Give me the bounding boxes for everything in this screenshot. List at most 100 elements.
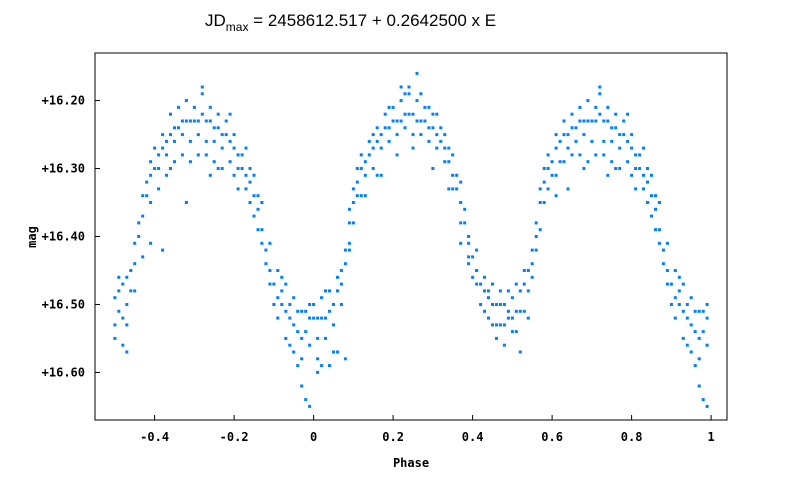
data-point xyxy=(562,133,566,137)
x-tick-label: 0.4 xyxy=(462,430,484,444)
data-point xyxy=(443,160,447,164)
data-point xyxy=(149,173,153,177)
data-point xyxy=(188,160,192,164)
data-point xyxy=(522,269,526,272)
data-point xyxy=(514,309,518,313)
data-point xyxy=(363,160,367,164)
data-point xyxy=(630,173,634,177)
data-point xyxy=(634,153,638,157)
data-point xyxy=(622,133,626,137)
data-point xyxy=(204,153,208,157)
data-point xyxy=(646,167,649,170)
data-point xyxy=(173,160,176,164)
data-point xyxy=(701,398,705,402)
data-point xyxy=(268,269,272,272)
data-point xyxy=(248,201,252,204)
data-point xyxy=(284,336,288,340)
data-point xyxy=(598,112,602,116)
data-point xyxy=(248,180,252,184)
data-point xyxy=(685,303,689,306)
data-point xyxy=(447,146,451,150)
data-point xyxy=(359,153,363,157)
data-point xyxy=(654,207,657,211)
data-point xyxy=(407,92,411,96)
data-point xyxy=(383,112,387,116)
data-point xyxy=(276,296,280,300)
data-point xyxy=(113,323,117,327)
data-point xyxy=(518,350,522,354)
data-point xyxy=(661,248,665,252)
data-point xyxy=(566,187,570,191)
data-point xyxy=(252,173,256,177)
data-point xyxy=(657,201,661,204)
data-point xyxy=(705,316,709,320)
data-point xyxy=(614,126,618,130)
data-point xyxy=(546,167,550,170)
data-point xyxy=(586,99,590,103)
data-point xyxy=(495,303,498,306)
data-point xyxy=(463,221,467,225)
data-point xyxy=(538,187,542,191)
data-point xyxy=(173,126,176,130)
data-point xyxy=(526,316,530,320)
data-point xyxy=(654,228,657,232)
data-point xyxy=(308,404,312,408)
data-point xyxy=(514,282,518,286)
data-point xyxy=(669,282,673,286)
y-tick-label: +16.20 xyxy=(42,94,85,108)
data-point xyxy=(180,119,184,123)
x-tick-label: 0.6 xyxy=(541,430,563,444)
data-point xyxy=(526,289,530,293)
data-point xyxy=(371,167,375,170)
data-point xyxy=(506,316,510,320)
data-point xyxy=(204,119,208,123)
data-point xyxy=(403,92,407,96)
data-point xyxy=(634,167,638,170)
data-point xyxy=(411,112,415,116)
data-point xyxy=(216,126,220,130)
data-point xyxy=(677,303,681,306)
data-point xyxy=(483,275,486,279)
data-point xyxy=(339,303,343,306)
data-point xyxy=(542,167,546,170)
data-point xyxy=(697,336,701,340)
data-point xyxy=(284,309,288,313)
data-point xyxy=(153,146,157,150)
data-point xyxy=(375,173,379,177)
data-point xyxy=(491,282,494,286)
x-tick-label: 0.2 xyxy=(382,430,404,444)
data-point xyxy=(399,99,403,103)
data-point xyxy=(550,173,554,177)
data-point xyxy=(669,303,673,306)
data-point xyxy=(487,316,490,320)
data-point xyxy=(141,214,145,218)
data-point xyxy=(316,316,320,320)
data-point xyxy=(574,139,578,143)
data-point xyxy=(256,207,260,211)
plot-frame xyxy=(94,52,728,421)
data-point xyxy=(566,146,570,150)
data-point xyxy=(336,350,339,354)
data-point xyxy=(117,275,121,279)
data-point xyxy=(284,282,288,286)
data-point xyxy=(165,173,168,177)
data-point xyxy=(367,153,371,157)
data-point xyxy=(312,316,316,320)
data-point xyxy=(574,126,578,130)
data-point xyxy=(498,289,502,293)
data-point xyxy=(137,221,141,225)
data-point xyxy=(165,139,168,143)
data-point xyxy=(220,146,224,150)
data-point xyxy=(145,194,149,198)
data-point xyxy=(232,173,236,177)
data-point xyxy=(272,282,276,286)
data-point xyxy=(614,167,618,170)
data-point xyxy=(212,126,216,130)
data-point xyxy=(538,201,542,204)
data-point xyxy=(332,323,335,327)
x-axis-label: Phase xyxy=(393,456,429,470)
data-point xyxy=(324,289,327,293)
data-point xyxy=(149,241,153,245)
data-point xyxy=(618,133,622,137)
data-point xyxy=(177,105,180,109)
